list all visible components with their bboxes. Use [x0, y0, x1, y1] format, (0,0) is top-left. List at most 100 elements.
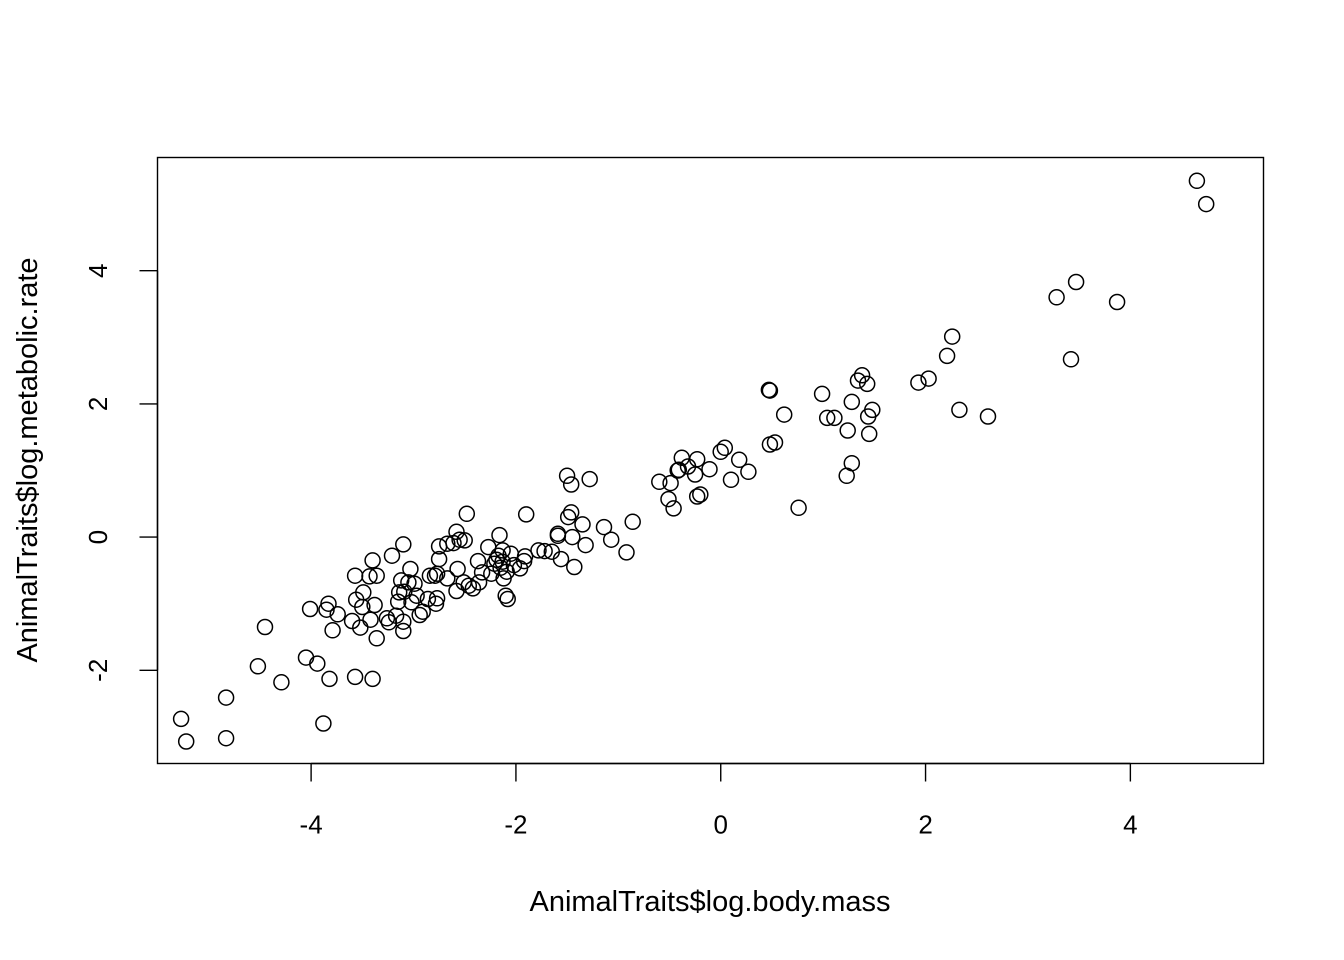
data-point: [618, 544, 635, 561]
data-point: [346, 668, 364, 686]
data-point: [624, 513, 641, 531]
data-point: [456, 532, 473, 549]
data-point: [439, 570, 456, 587]
data-point: [839, 422, 856, 439]
data-point: [910, 374, 927, 391]
data-point: [329, 606, 346, 623]
x-axis: -4 -2 0 2 4: [300, 762, 1138, 840]
data-point: [790, 499, 807, 517]
data-point: [859, 408, 877, 425]
data-point: [273, 674, 290, 691]
data-point: [411, 606, 428, 624]
data-point: [499, 590, 516, 608]
data-point: [858, 375, 876, 393]
data-point: [979, 408, 997, 425]
data-point: [483, 565, 500, 582]
data-point: [1188, 172, 1206, 190]
data-point: [297, 649, 315, 666]
data-point: [439, 535, 456, 552]
data-point: [428, 590, 446, 607]
data-point: [951, 401, 968, 419]
plot-frame: [156, 156, 1265, 765]
data-point: [673, 449, 691, 467]
data-point: [761, 436, 779, 453]
data-point: [378, 610, 396, 627]
data-point: [740, 463, 757, 481]
data-point: [938, 347, 956, 365]
data-point: [494, 553, 511, 570]
data-point: [343, 612, 361, 630]
data-point: [826, 409, 843, 427]
data-point: [256, 618, 274, 636]
data-point: [722, 471, 740, 489]
data-point: [315, 715, 332, 732]
data-point: [558, 467, 576, 485]
data-point: [390, 584, 408, 601]
data-point: [448, 523, 465, 541]
y-tick-label: 4: [83, 263, 113, 277]
data-point: [566, 558, 583, 576]
data-point: [559, 508, 577, 526]
y-tick-label: 2: [83, 397, 113, 411]
data-point: [480, 538, 497, 556]
data-point: [473, 564, 491, 581]
data-point: [686, 466, 704, 483]
data-point: [448, 582, 465, 600]
data-point: [920, 370, 937, 387]
data-point: [362, 611, 379, 628]
data-point: [366, 596, 383, 614]
data-point: [775, 406, 793, 423]
data-point: [530, 542, 547, 559]
x-tick-label: 2: [918, 810, 932, 840]
data-point: [406, 575, 423, 592]
data-point: [396, 583, 413, 600]
data-point: [1197, 195, 1215, 213]
data-point: [860, 425, 878, 443]
data-point: [346, 567, 364, 584]
data-point: [943, 328, 961, 345]
data-point: [464, 580, 482, 597]
data-point: [853, 367, 871, 384]
data-point: [838, 467, 855, 485]
data-point: [1048, 289, 1065, 306]
data-point: [517, 506, 535, 523]
data-point: [217, 689, 235, 706]
x-tick-label: 4: [1123, 810, 1137, 840]
data-point: [497, 587, 514, 604]
data-point: [543, 543, 561, 560]
data-point: [716, 439, 734, 457]
data-point: [1108, 293, 1126, 311]
data-point: [368, 567, 385, 584]
data-point: [581, 470, 598, 488]
data-point: [400, 574, 417, 591]
y-tick-label: 0: [83, 530, 113, 544]
data-point: [692, 486, 709, 503]
x-tick-label: -2: [504, 810, 527, 840]
data-point: [602, 531, 620, 548]
data-point: [843, 393, 861, 411]
data-point: [730, 451, 748, 469]
data-point: [172, 710, 190, 728]
y-axis: -2 0 2 4: [83, 263, 159, 682]
data-point: [324, 622, 341, 639]
data-point: [392, 572, 410, 589]
x-tick-label: 0: [714, 810, 728, 840]
data-point: [651, 473, 668, 491]
data-point: [1062, 351, 1080, 368]
data-point: [536, 542, 553, 560]
data-point: [662, 474, 679, 492]
data-point: [458, 505, 476, 523]
data-point: [669, 462, 686, 479]
data-point: [449, 560, 466, 578]
data-point: [712, 443, 729, 461]
data-point: [469, 552, 487, 570]
data-points: [172, 172, 1215, 750]
data-point: [364, 552, 381, 569]
data-point: [421, 567, 439, 584]
data-point: [402, 560, 419, 578]
data-point: [426, 567, 444, 584]
data-point: [574, 516, 591, 533]
data-point: [818, 409, 836, 427]
data-point: [177, 733, 195, 750]
